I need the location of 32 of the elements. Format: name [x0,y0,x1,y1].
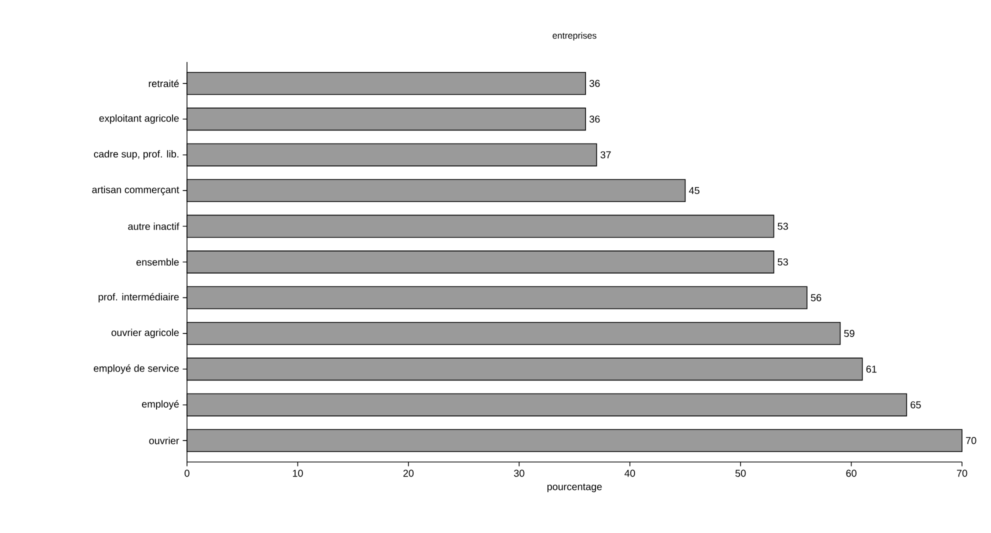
x-tick-label: 10 [292,470,303,477]
data-label: 45 [688,187,700,194]
y-tick-label: ouvrier [149,436,180,444]
data-label: 36 [589,116,600,123]
x-tick-label: 60 [846,470,856,477]
y-tick-label: employé de service [94,364,179,374]
data-label: 65 [910,401,921,408]
x-tick-label: 50 [735,470,746,477]
data-label: 53 [778,258,788,266]
y-tick-label: ouvrier agricole [112,328,179,338]
data-label: 36 [589,80,600,87]
data-label: 70 [966,437,976,444]
y-tick-label: autre inactif [128,222,180,230]
y-tick-label: prof. intermédiaire [98,292,179,302]
y-tick-label: employé [142,400,179,410]
data-label: 56 [810,294,822,302]
y-tick-label: artisan commerçant [92,186,180,196]
data-label: 61 [866,366,876,373]
chart-title: entreprises [552,32,596,40]
y-tick-label: cadre sup, prof. lib. [94,150,178,160]
x-tick-label: 20 [403,470,414,477]
x-tick-label: 30 [514,470,524,477]
x-tick-label: 0 [184,470,190,477]
y-tick-label: exploitant agricole [99,114,179,124]
x-axis-title: pourcentage [547,484,602,492]
data-label: 53 [778,222,788,230]
data-label: 59 [844,330,854,337]
x-tick-label: 70 [956,470,968,477]
y-tick-label: retraité [148,80,179,88]
data-label: 37 [600,151,611,158]
x-tick-label: 40 [624,470,636,477]
y-tick-label: ensemble [136,258,179,266]
